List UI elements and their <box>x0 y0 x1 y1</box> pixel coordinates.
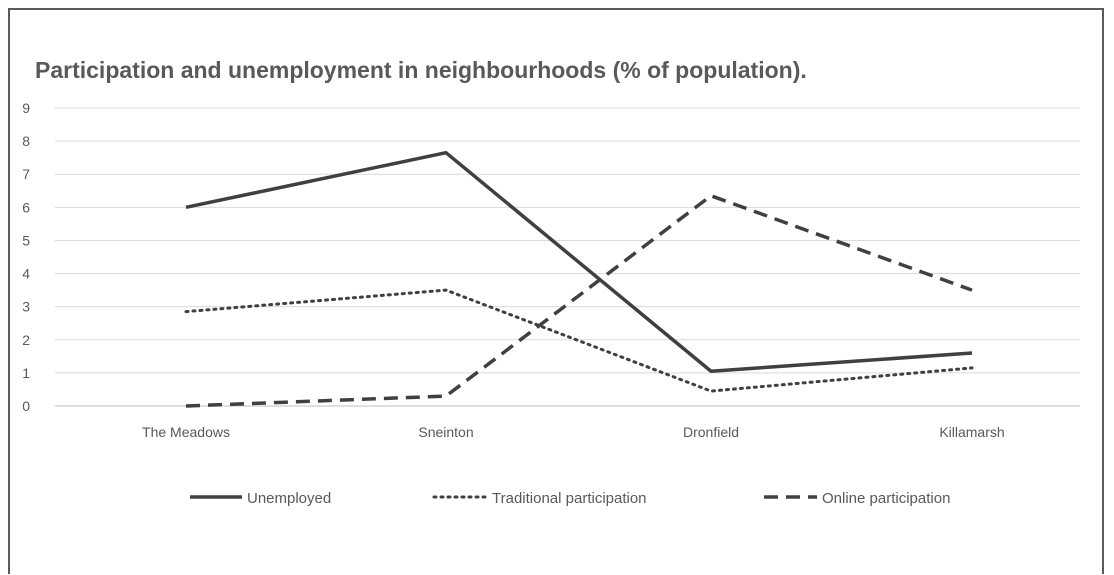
y-tick-label: 0 <box>22 398 30 414</box>
series-line-unemployed <box>185 150 973 373</box>
y-tick-label: 1 <box>22 365 30 381</box>
series-line-online-participation <box>185 193 973 408</box>
legend-label: Unemployed <box>247 490 331 507</box>
y-tick-label: 3 <box>22 299 30 315</box>
y-tick-label: 2 <box>22 332 30 348</box>
series-lines <box>184 150 974 408</box>
x-tick-label: The Meadows <box>142 424 230 440</box>
chart-title: Participation and unemployment in neighb… <box>35 57 807 83</box>
x-tick-label: Killamarsh <box>939 424 1004 440</box>
legend-label: Online participation <box>822 490 950 507</box>
y-tick-label: 4 <box>22 266 30 282</box>
gridlines <box>55 107 1080 407</box>
y-tick-label: 6 <box>22 199 30 215</box>
series-line-traditional-participation <box>184 288 974 393</box>
y-tick-label: 9 <box>22 100 30 116</box>
legend: Unemployed Traditional participation Onlin… <box>190 490 950 507</box>
chart-frame <box>8 8 1104 574</box>
y-tick-label: 5 <box>22 232 30 248</box>
y-tick-label: 8 <box>22 133 30 149</box>
x-tick-label: Dronfield <box>683 424 739 440</box>
y-tick-label: 7 <box>22 166 30 182</box>
y-axis-ticks: 0 1 2 3 4 5 6 7 8 9 <box>22 100 30 414</box>
legend-label: Traditional participation <box>492 490 647 507</box>
x-axis-ticks: The Meadows Sneinton Dronfield Killamarsh <box>142 424 1005 440</box>
x-tick-label: Sneinton <box>418 424 473 440</box>
